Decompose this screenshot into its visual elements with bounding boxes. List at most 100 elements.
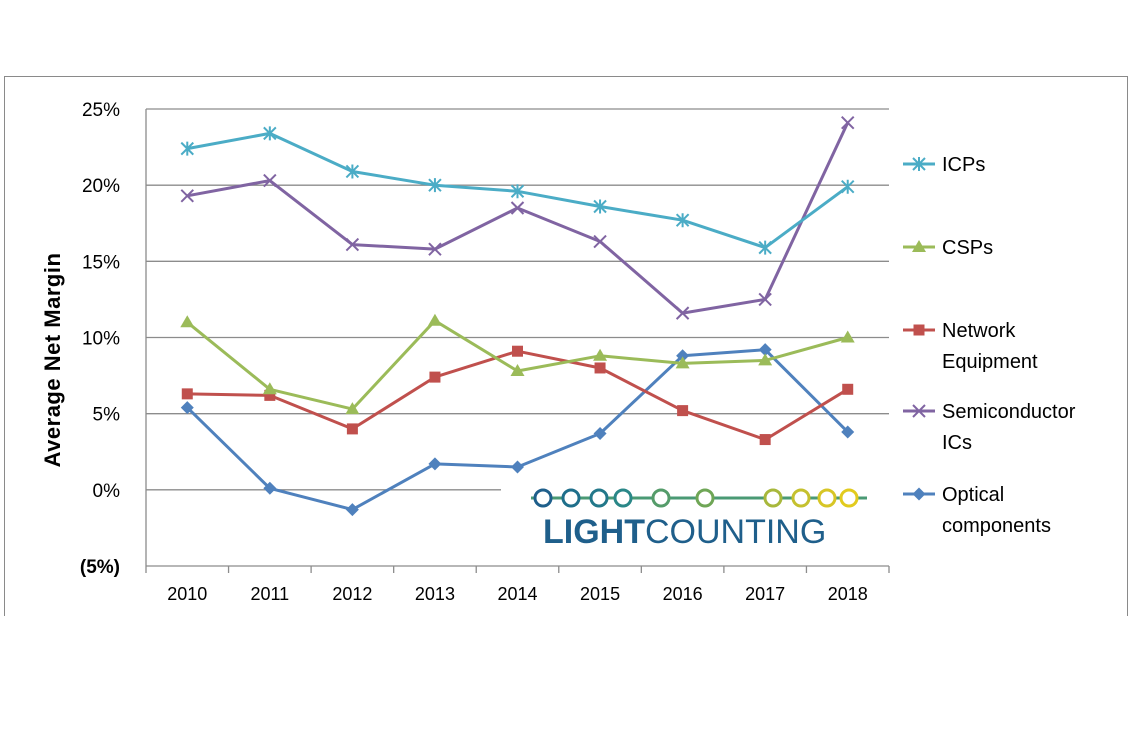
data-point	[180, 315, 195, 328]
legend-label: Semiconductor	[942, 401, 1076, 423]
data-point	[758, 240, 772, 255]
data-point	[841, 425, 855, 439]
data-point	[593, 199, 607, 214]
data-point	[913, 324, 925, 336]
data-point	[346, 423, 358, 435]
data-point	[264, 389, 276, 401]
data-point	[912, 487, 926, 501]
legend-label: components	[942, 515, 1051, 537]
data-point	[181, 388, 193, 400]
data-point	[758, 292, 772, 307]
x-tick-label: 2013	[415, 584, 455, 604]
legend-item: Network Equipment	[903, 320, 1038, 373]
logo-ring-icon	[613, 488, 633, 508]
data-point	[594, 362, 606, 374]
data-point	[676, 349, 690, 363]
logo-ring-icon	[817, 488, 837, 508]
x-tick-label: 2014	[497, 584, 537, 604]
data-point	[429, 371, 441, 383]
data-point	[512, 345, 523, 357]
data-point	[180, 401, 194, 415]
data-point	[262, 382, 277, 395]
data-point	[842, 383, 854, 395]
y-tick-label: 20%	[82, 176, 120, 197]
data-point	[510, 364, 525, 377]
data-point	[510, 184, 525, 199]
logo-ring-icon	[589, 488, 609, 508]
logo-ring-icon	[651, 488, 671, 508]
data-point	[263, 126, 277, 141]
data-point	[345, 164, 360, 179]
legend-label: CSPs	[942, 237, 993, 259]
logo-ring-icon	[561, 488, 581, 508]
data-point	[675, 356, 690, 369]
data-point	[912, 404, 926, 418]
data-point	[428, 457, 442, 471]
series-icps	[180, 126, 855, 255]
line-chart: 25% 20% 15% 10% 5% 0% (5%) 2010 2011 2012 2013 201…	[40, 100, 1076, 604]
logo-ring-icon	[533, 488, 553, 508]
legend-item: Optical components	[903, 484, 1051, 537]
lightcounting-logo: LIGHTCOUNTING	[531, 488, 867, 551]
x-tick-label: 2017	[745, 584, 785, 604]
data-point	[841, 116, 855, 130]
data-point	[428, 242, 442, 256]
legend-label: Equipment	[942, 351, 1038, 373]
y-tick-label: (5%)	[80, 557, 120, 578]
data-point	[427, 313, 442, 326]
legend-label: ICPs	[942, 154, 985, 176]
data-point	[675, 213, 690, 228]
data-point	[510, 201, 525, 215]
x-tick-label: 2016	[663, 584, 703, 604]
data-point	[759, 434, 771, 446]
data-point	[758, 353, 773, 366]
x-axis: 2010 2011 2012 2013 2014 2015 2016 2017 2018	[145, 565, 890, 604]
x-tick-label: 2010	[167, 584, 207, 604]
series-lines	[180, 116, 855, 517]
data-point	[912, 240, 926, 252]
data-point	[345, 237, 360, 252]
legend: ICPs CSPs Network Equipment Semiconductor ICs…	[903, 154, 1076, 537]
series-optical-components	[180, 343, 855, 517]
x-tick-label: 2012	[332, 584, 372, 604]
y-tick-label: 25%	[82, 100, 120, 121]
data-point	[675, 306, 690, 320]
data-point	[511, 460, 524, 474]
data-point	[758, 343, 772, 357]
x-tick-label: 2018	[828, 584, 868, 604]
logo-text-light: LIGHT	[543, 513, 645, 551]
logo-ring-icon	[763, 488, 783, 508]
y-tick-label: 5%	[93, 405, 121, 426]
data-point	[677, 405, 689, 417]
legend-item: CSPs	[903, 237, 993, 259]
series-line	[187, 122, 850, 315]
y-axis: 25% 20% 15% 10% 5% 0% (5%)	[80, 100, 147, 578]
logo-ring-icon	[791, 488, 811, 508]
data-point	[841, 179, 855, 194]
logo-wordmark: LIGHTCOUNTING	[543, 513, 826, 551]
series-csps	[180, 313, 855, 415]
legend-item: ICPs	[903, 154, 985, 176]
x-tick-label: 2011	[250, 584, 289, 604]
data-point	[345, 402, 360, 415]
series-semiconductor-ics	[180, 116, 855, 320]
data-point	[593, 426, 607, 440]
logo-ring-icon	[839, 488, 859, 508]
y-tick-label: 0%	[93, 481, 121, 502]
data-point	[840, 330, 855, 343]
data-point	[593, 348, 608, 361]
legend-label: Optical	[942, 484, 1004, 506]
legend-item: Semiconductor ICs	[903, 401, 1076, 454]
y-axis-label: Average Net Margin	[40, 253, 65, 468]
y-tick-label: 10%	[82, 329, 120, 350]
y-tick-label: 15%	[82, 252, 120, 273]
legend-label: Network	[942, 320, 1016, 342]
data-point	[593, 234, 607, 249]
data-point	[180, 189, 194, 203]
legend-label: ICs	[942, 432, 972, 454]
data-point	[345, 503, 359, 517]
chart-frame: 25% 20% 15% 10% 5% 0% (5%) 2010 2011 2012 2013 201…	[4, 76, 1128, 616]
logo-text-counting: COUNTING	[645, 513, 826, 551]
logo-ring-icon	[695, 488, 715, 508]
data-point	[180, 141, 194, 156]
